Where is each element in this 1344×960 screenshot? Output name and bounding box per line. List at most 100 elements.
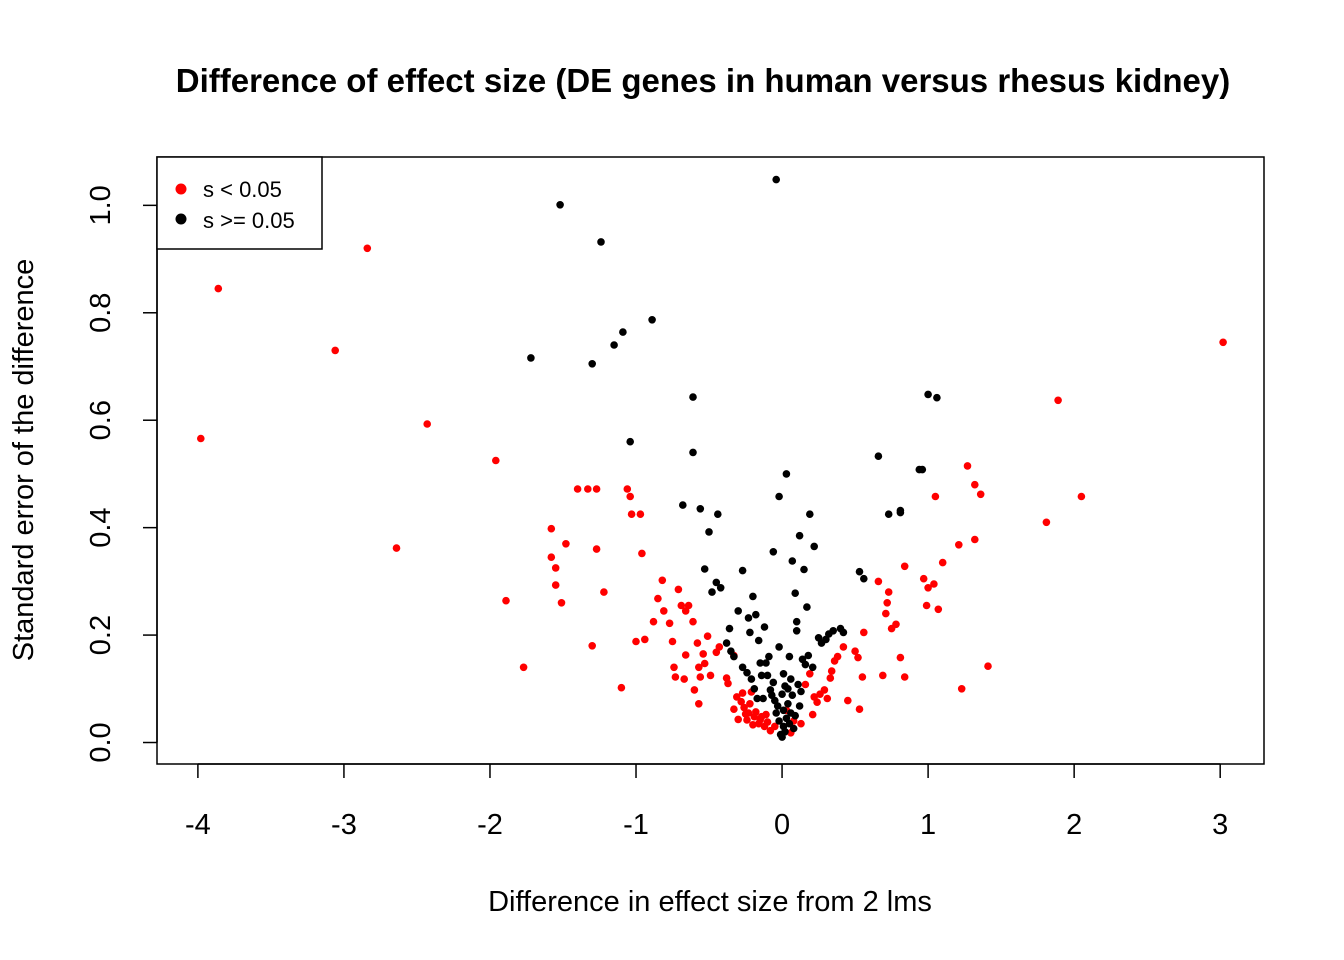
point-significant xyxy=(749,721,757,729)
point-significant xyxy=(806,670,814,678)
point-nonsignificant xyxy=(746,628,754,637)
point-significant xyxy=(696,673,705,681)
point-nonsignificant xyxy=(778,690,786,698)
point-nonsignificant xyxy=(753,694,761,703)
point-significant xyxy=(502,596,510,605)
point-significant xyxy=(547,553,556,561)
legend-label-nonsignificant: s >= 0.05 xyxy=(203,208,295,233)
point-significant xyxy=(839,643,848,651)
point-significant xyxy=(823,694,832,703)
point-significant xyxy=(874,577,883,586)
point-nonsignificant xyxy=(779,706,788,715)
point-significant xyxy=(844,696,852,705)
point-significant xyxy=(660,607,668,615)
point-nonsignificant xyxy=(712,578,721,587)
point-nonsignificant xyxy=(760,623,769,631)
point-nonsignificant xyxy=(689,393,697,401)
point-significant xyxy=(827,667,836,675)
point-nonsignificant xyxy=(855,567,864,576)
legend-label-significant: s < 0.05 xyxy=(203,177,282,202)
point-nonsignificant xyxy=(527,354,535,362)
point-significant xyxy=(557,599,566,607)
point-nonsignificant xyxy=(759,694,767,703)
point-significant xyxy=(1054,396,1062,405)
point-nonsignificant xyxy=(829,627,837,635)
point-nonsignificant xyxy=(791,711,799,720)
point-nonsignificant xyxy=(769,548,778,556)
point-significant xyxy=(826,674,835,682)
point-significant xyxy=(649,617,658,626)
point-significant xyxy=(930,580,938,588)
point-significant xyxy=(641,635,649,644)
point-nonsignificant xyxy=(810,542,818,551)
point-nonsignificant xyxy=(738,566,747,575)
point-significant xyxy=(884,588,893,596)
point-significant xyxy=(693,639,702,647)
point-significant xyxy=(600,588,608,596)
point-significant xyxy=(984,662,992,670)
point-significant xyxy=(331,346,340,355)
point-significant xyxy=(592,545,601,553)
point-significant xyxy=(592,485,601,493)
point-nonsignificant xyxy=(756,659,764,667)
point-significant xyxy=(623,485,632,493)
y-tick-label: 0.0 xyxy=(85,722,117,762)
point-nonsignificant xyxy=(773,702,782,710)
point-significant xyxy=(681,651,690,659)
x-tick-label: -1 xyxy=(623,809,649,841)
point-significant xyxy=(706,671,715,680)
point-nonsignificant xyxy=(744,614,753,622)
point-significant xyxy=(931,492,940,501)
point-significant xyxy=(820,686,829,694)
x-tick-label: 3 xyxy=(1212,809,1228,841)
point-nonsignificant xyxy=(896,506,905,515)
point-significant xyxy=(703,632,712,640)
point-nonsignificant xyxy=(626,437,634,446)
point-significant xyxy=(934,605,943,614)
point-nonsignificant xyxy=(648,316,656,324)
point-nonsignificant xyxy=(722,639,731,647)
point-nonsignificant xyxy=(795,531,804,540)
point-nonsignificant xyxy=(933,393,941,402)
point-nonsignificant xyxy=(804,651,813,660)
point-nonsignificant xyxy=(884,510,893,518)
point-significant xyxy=(700,659,709,668)
point-significant xyxy=(689,617,697,626)
point-nonsignificant xyxy=(801,660,810,669)
point-nonsignificant xyxy=(795,702,804,710)
point-nonsignificant xyxy=(734,607,742,615)
point-significant xyxy=(808,710,817,719)
point-significant xyxy=(734,715,742,724)
point-significant xyxy=(938,558,947,567)
point-significant xyxy=(584,485,592,493)
point-nonsignificant xyxy=(782,470,791,478)
point-nonsignificant xyxy=(918,465,927,474)
point-significant xyxy=(668,637,677,646)
point-nonsignificant xyxy=(794,680,802,689)
point-nonsignificant xyxy=(808,663,817,672)
point-nonsignificant xyxy=(788,691,797,699)
point-nonsignificant xyxy=(588,360,596,368)
point-significant xyxy=(492,456,500,465)
point-significant xyxy=(744,709,753,717)
point-nonsignificant xyxy=(730,652,738,661)
point-nonsignificant xyxy=(781,728,789,736)
point-significant xyxy=(658,576,667,585)
point-nonsignificant xyxy=(839,628,848,637)
point-significant xyxy=(730,705,738,713)
point-nonsignificant xyxy=(725,624,734,633)
point-nonsignificant xyxy=(750,685,759,693)
point-nonsignificant xyxy=(696,505,705,513)
point-significant xyxy=(551,581,560,589)
point-significant xyxy=(626,492,634,501)
y-axis: 0.0 0.2 0.4 0.6 0.8 1.0 xyxy=(85,185,158,763)
y-tick-label: 1.0 xyxy=(85,185,117,225)
point-nonsignificant xyxy=(679,501,687,509)
point-significant xyxy=(963,462,972,470)
point-nonsignificant xyxy=(787,675,795,683)
point-nonsignificant xyxy=(754,636,763,645)
point-nonsignificant xyxy=(784,700,792,708)
point-significant xyxy=(674,585,683,594)
point-nonsignificant xyxy=(619,328,627,336)
point-significant xyxy=(855,705,864,713)
